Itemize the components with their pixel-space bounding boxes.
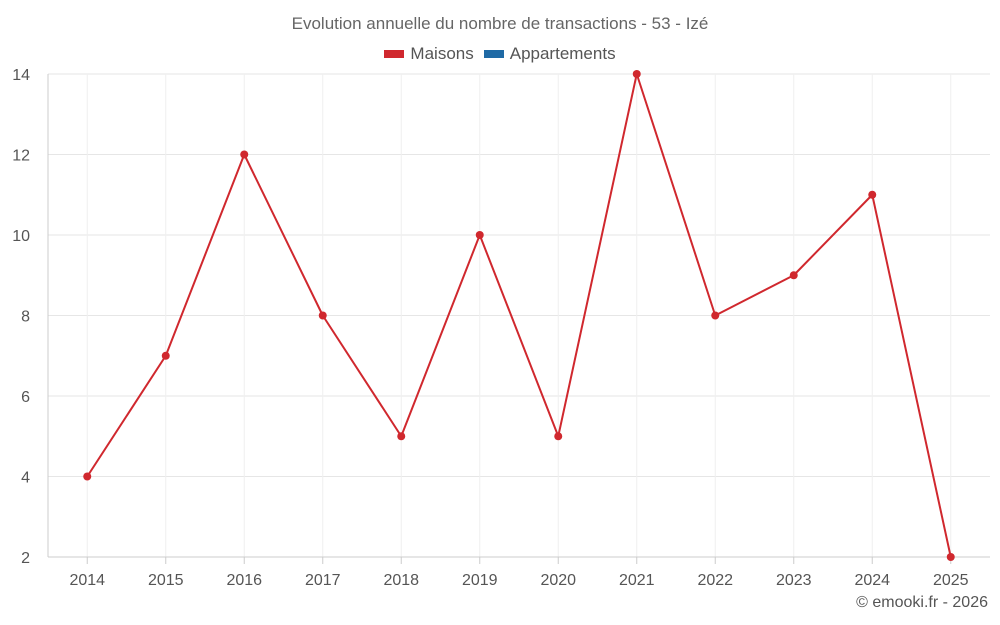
x-tick-label: 2014 [69, 572, 105, 589]
data-point-maisons-2018[interactable] [397, 432, 406, 441]
grid-layer [48, 73, 990, 558]
x-tick-label: 2015 [148, 572, 184, 589]
x-tick-label: 2022 [697, 572, 733, 589]
legend-label-maisons: Maisons [410, 44, 474, 63]
data-point-maisons-2016[interactable] [240, 150, 249, 159]
x-tick-label: 2020 [540, 572, 576, 589]
x-tick-label: 2023 [776, 572, 812, 589]
y-tick-label: 14 [12, 67, 30, 84]
legend-item-appartements[interactable]: Appartements [483, 44, 616, 64]
x-tick-label: 2018 [383, 572, 419, 589]
data-point-maisons-2022[interactable] [711, 311, 720, 320]
legend: Maisons Appartements [0, 44, 1000, 64]
data-point-maisons-2017[interactable] [318, 311, 327, 320]
data-point-maisons-2019[interactable] [475, 231, 484, 239]
x-tick-label: 2016 [226, 572, 262, 589]
x-tick-label: 2019 [462, 572, 498, 589]
copyright-text: © emooki.fr - 2026 [856, 594, 988, 611]
y-tick-label: 4 [21, 470, 30, 487]
y-tick-label: 10 [12, 228, 30, 245]
series-layer [83, 70, 955, 561]
data-point-maisons-2023[interactable] [789, 271, 798, 280]
y-tick-label: 12 [12, 148, 30, 165]
data-point-maisons-2021[interactable] [632, 70, 641, 78]
x-tick-label: 2025 [933, 572, 969, 589]
data-point-maisons-2024[interactable] [868, 190, 877, 199]
y-tick-label: 2 [21, 550, 30, 567]
legend-item-maisons[interactable]: Maisons [384, 44, 474, 64]
x-tick-label: 2021 [619, 572, 655, 589]
chart-title: Evolution annuelle du nombre de transact… [291, 14, 709, 33]
legend-swatch-maisons [384, 50, 405, 58]
x-tick-label: 2017 [305, 572, 341, 589]
y-tick-label: 8 [21, 309, 30, 326]
data-point-maisons-2025[interactable] [946, 553, 955, 561]
legend-swatch-appartements [483, 50, 504, 58]
x-tick-label: 2024 [854, 572, 890, 589]
series-line-maisons [86, 73, 952, 558]
y-tick-label: 6 [21, 389, 30, 406]
data-point-maisons-2014[interactable] [83, 472, 92, 481]
data-point-maisons-2020[interactable] [554, 432, 563, 441]
axis-layer: 2 4 6 8 10 12 14 2014 2015 2016 2017 2018 2019 2020 20… [12, 67, 990, 589]
data-point-maisons-2015[interactable] [161, 351, 170, 360]
legend-label-appartements: Appartements [509, 44, 616, 63]
